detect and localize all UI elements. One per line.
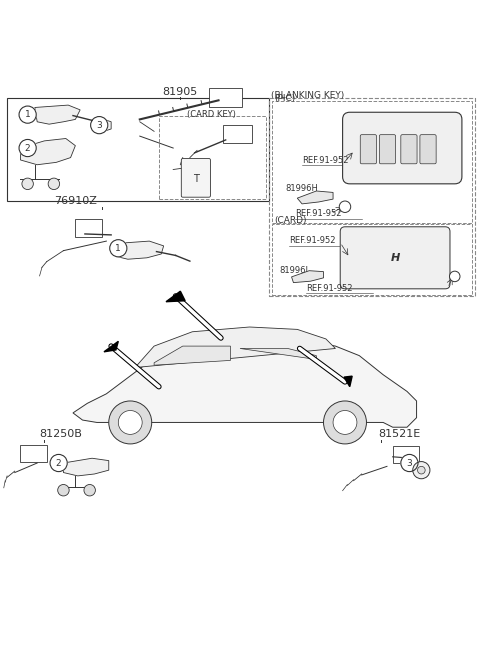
Polygon shape (240, 349, 316, 360)
Polygon shape (104, 341, 118, 352)
Text: REF.91-952: REF.91-952 (302, 156, 348, 165)
FancyBboxPatch shape (420, 135, 436, 164)
Text: T: T (193, 174, 199, 184)
Bar (223, 125, 252, 143)
Text: 2: 2 (25, 143, 30, 152)
Text: 81250B: 81250B (39, 429, 83, 439)
Bar (209, 88, 242, 107)
Bar (75, 219, 102, 237)
Polygon shape (63, 458, 109, 476)
FancyBboxPatch shape (181, 158, 210, 198)
Circle shape (19, 139, 36, 156)
Circle shape (118, 411, 142, 434)
Text: 1: 1 (25, 110, 31, 119)
Circle shape (19, 106, 36, 123)
Circle shape (418, 466, 425, 474)
Circle shape (324, 401, 366, 444)
Polygon shape (35, 105, 80, 124)
Text: REF.91-952: REF.91-952 (289, 236, 336, 245)
Text: REF.91-952: REF.91-952 (306, 284, 352, 292)
Text: 81996L: 81996L (280, 266, 311, 275)
Circle shape (48, 178, 60, 190)
Polygon shape (344, 376, 352, 387)
FancyBboxPatch shape (343, 112, 462, 184)
Text: (CARD): (CARD) (275, 216, 307, 226)
Bar (7, 98, 269, 201)
Circle shape (22, 178, 34, 190)
Circle shape (50, 455, 67, 472)
Circle shape (109, 401, 152, 444)
Text: REF.91-952: REF.91-952 (295, 209, 341, 218)
Polygon shape (297, 191, 333, 204)
Polygon shape (21, 139, 75, 165)
Text: 76910Z: 76910Z (54, 196, 97, 206)
Circle shape (339, 201, 351, 213)
Polygon shape (135, 327, 336, 368)
Text: H: H (390, 253, 400, 263)
FancyBboxPatch shape (379, 135, 396, 164)
Bar (393, 446, 419, 463)
Circle shape (58, 485, 69, 496)
Circle shape (401, 455, 418, 472)
Bar (273, 101, 472, 223)
Text: 81905: 81905 (163, 86, 198, 97)
Polygon shape (73, 339, 417, 427)
Text: 81996H: 81996H (285, 184, 318, 193)
Text: (PIC): (PIC) (275, 94, 296, 103)
Text: 81521E: 81521E (378, 429, 420, 439)
Polygon shape (95, 120, 111, 131)
Bar (159, 116, 266, 199)
Circle shape (91, 116, 108, 133)
Text: 2: 2 (56, 458, 61, 468)
Text: (CARD KEY): (CARD KEY) (187, 111, 236, 120)
Bar (21, 445, 47, 462)
Text: (BLANKING KEY): (BLANKING KEY) (271, 92, 344, 100)
FancyBboxPatch shape (340, 227, 450, 289)
Text: 3: 3 (407, 458, 412, 468)
Circle shape (333, 411, 357, 434)
Bar (269, 98, 475, 296)
Bar (273, 224, 472, 294)
Polygon shape (154, 346, 230, 365)
FancyBboxPatch shape (401, 135, 417, 164)
Circle shape (84, 485, 96, 496)
Polygon shape (291, 271, 324, 283)
Circle shape (110, 239, 127, 257)
FancyBboxPatch shape (360, 135, 376, 164)
Circle shape (449, 271, 460, 282)
Text: 1: 1 (115, 244, 121, 252)
Polygon shape (166, 291, 185, 301)
Circle shape (413, 462, 430, 479)
Text: 3: 3 (96, 120, 102, 129)
Polygon shape (116, 241, 164, 259)
